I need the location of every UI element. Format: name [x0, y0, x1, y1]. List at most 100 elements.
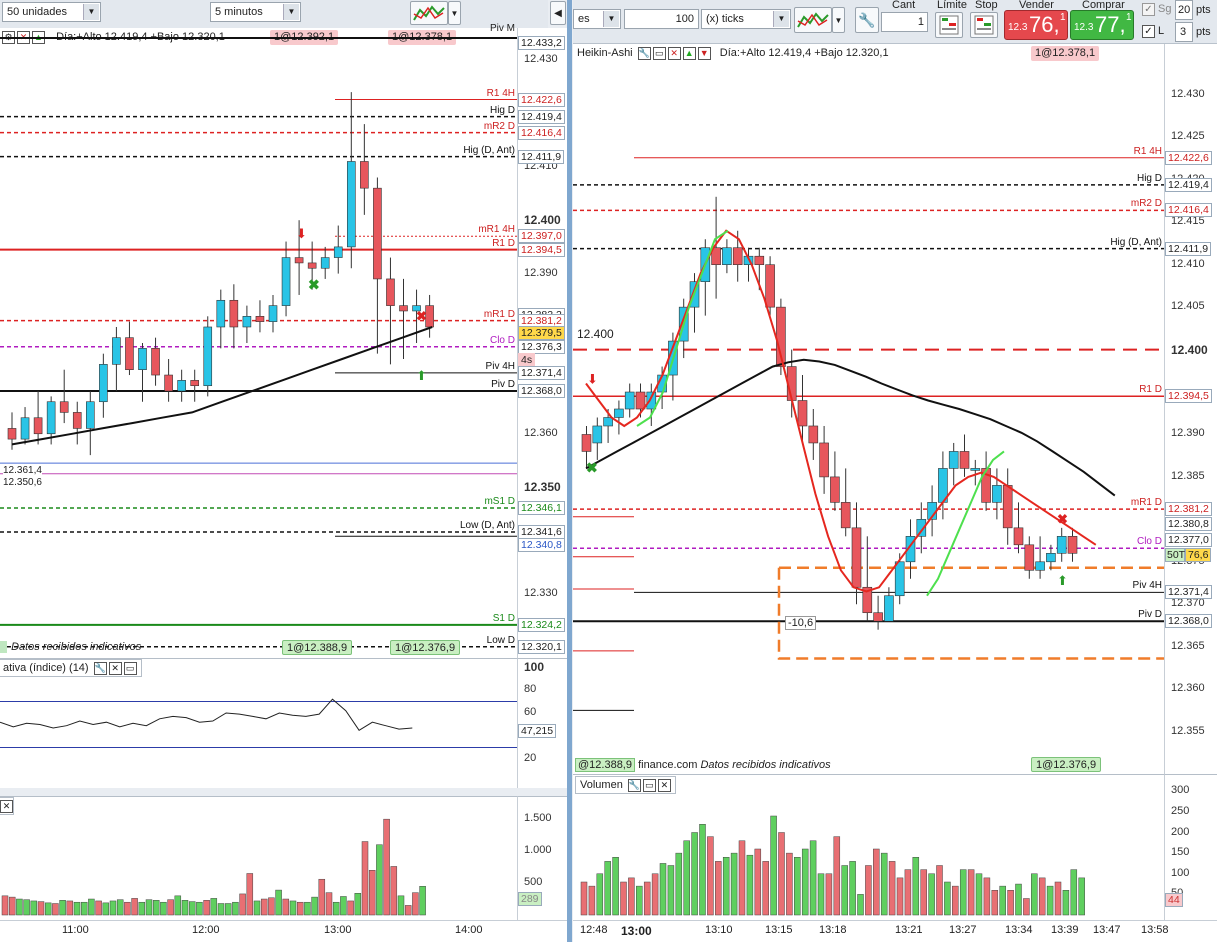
chart-style-button[interactable] — [410, 1, 448, 25]
quantity-select[interactable]: 50 unidades ▼ — [2, 2, 101, 22]
price-label: 12.376,3 — [518, 339, 565, 354]
left-price-chart[interactable]: ⬇ ✖ ✖ ⬆ — [0, 28, 517, 658]
volume-bar — [786, 852, 793, 916]
chart-style-button-right[interactable] — [794, 7, 832, 33]
timeframe-select[interactable]: 5 minutos ▼ — [210, 2, 301, 22]
right-volume-pane[interactable] — [573, 774, 1164, 920]
left-time-axis[interactable]: 11:00 12:00 13:00 14:00 — [0, 920, 567, 942]
left-order-pill-c[interactable]: 1@12.388,9 — [282, 640, 353, 655]
ticks-input[interactable]: 100 — [624, 9, 699, 29]
close-icon[interactable]: ✕ — [108, 661, 122, 675]
volume-bar — [404, 905, 412, 916]
wrench-button[interactable]: 🔧 — [855, 7, 879, 33]
ha-candle — [819, 442, 829, 478]
ticks-select[interactable]: (x) ticks ▼ — [701, 9, 791, 29]
price-label: 12.397,0 — [518, 229, 565, 244]
volume-bar — [196, 901, 203, 916]
wrench-icon[interactable]: 🔧 — [93, 661, 107, 675]
volume-bar — [620, 881, 627, 916]
price-label: 12.379,5 — [518, 326, 565, 341]
sg-label: Sg — [1158, 3, 1172, 15]
buy-price-frac: 1 — [1126, 12, 1132, 23]
partial-select[interactable]: es ▼ — [573, 9, 621, 29]
maximize-icon[interactable]: ▭ — [642, 778, 656, 792]
volume-bar — [419, 886, 426, 916]
level-label: Hig D — [1136, 172, 1162, 184]
right-chart-canvas[interactable]: ⬇ ✖ ✖ ⬆ — [573, 44, 1164, 774]
price-label: 12.416,4 — [1165, 203, 1212, 218]
candle — [229, 299, 239, 328]
volume-bar — [217, 903, 225, 916]
price-label: 12.419,4 — [518, 109, 565, 124]
price-label: 12.368,0 — [518, 384, 565, 399]
chart-style-dropdown-right[interactable]: ▼ — [832, 7, 845, 33]
price-tick: 12.355 — [1171, 724, 1205, 737]
price-label: 12.340,8 — [518, 537, 565, 552]
arrow-down-icon[interactable]: ▼ — [697, 46, 711, 60]
left-order-pill-d[interactable]: 1@12.376,9 — [390, 640, 461, 655]
volume-bar — [1070, 869, 1078, 916]
volume-bar — [376, 844, 383, 916]
stop-order-button[interactable] — [970, 12, 998, 38]
volume-bar — [66, 900, 74, 916]
arrow-up-icon[interactable]: ▲ — [682, 46, 696, 60]
left-rsi-pane[interactable] — [0, 658, 517, 788]
volume-bar — [904, 869, 912, 916]
volume-bar — [746, 854, 754, 916]
sg-checkbox[interactable]: ✓ — [1142, 3, 1155, 16]
chevron-down-icon: ▼ — [603, 11, 619, 27]
candle — [360, 161, 369, 189]
maximize-icon[interactable]: ▭ — [123, 661, 137, 675]
maximize-icon[interactable]: ▭ — [652, 46, 666, 60]
right-price-axis[interactable]: 12.43012.42512.42012.41512.41012.40512.4… — [1164, 44, 1217, 774]
volume-bar — [841, 865, 848, 916]
price-label: 50T — [1165, 548, 1186, 562]
ha-candle — [1024, 544, 1035, 571]
stop-order-icon — [974, 15, 994, 35]
volume-bar — [368, 870, 376, 916]
level-label: mR1 D — [483, 308, 515, 320]
price-label: 12.371,4 — [1165, 585, 1212, 600]
level-label: mR1 D — [1130, 497, 1162, 509]
wrench-icon[interactable]: 🔧 — [627, 778, 641, 792]
volume-bar — [174, 895, 182, 916]
volume-bar — [730, 852, 738, 916]
sell-label: Vender — [1019, 0, 1054, 11]
cant-input[interactable]: 1 — [881, 12, 928, 32]
close-icon[interactable]: ✕ — [667, 46, 681, 60]
buy-price-big: 77, — [1095, 12, 1126, 37]
limit-order-button[interactable] — [935, 12, 963, 38]
volume-bar — [604, 861, 611, 916]
buy-button[interactable]: 12.3 77, 1 — [1070, 10, 1134, 40]
left-volume-pane[interactable] — [0, 796, 517, 920]
ha-candle — [1013, 527, 1024, 546]
volume-bar — [612, 857, 619, 916]
ha-candle — [884, 595, 894, 622]
close-icon[interactable]: ✕ — [657, 778, 671, 792]
pane-splitter[interactable] — [567, 0, 572, 942]
left-chart-canvas[interactable]: ⬇ ✖ ✖ ⬆ — [0, 28, 517, 658]
right-price-chart[interactable]: ⬇ ✖ ✖ ⬆ — [573, 44, 1164, 774]
left-price-axis[interactable]: 12.430 12.410 12.400 12.390 12.360 12.350 12.3… — [517, 28, 567, 658]
scroll-left-icon[interactable]: ◀ — [550, 1, 566, 25]
l-checkbox[interactable]: ✓ — [1142, 25, 1155, 38]
right-time-axis[interactable]: 12:48 13:00 13:10 13:15 13:18 13:21 13:27 13:34… — [573, 920, 1217, 942]
volume-bar — [833, 836, 841, 916]
right-order-pill-b[interactable]: 1@12.376,9 — [1031, 757, 1102, 772]
right-order-pill-a[interactable]: 1@12.378,1 — [1031, 46, 1100, 61]
pts1-input[interactable]: 20 — [1175, 0, 1193, 20]
price-tick: 12.400 — [1171, 342, 1208, 357]
pts2-input[interactable]: 3 — [1175, 22, 1193, 42]
ha-candle — [581, 434, 592, 452]
volume-bar — [865, 865, 872, 916]
volume-bar — [928, 873, 935, 916]
close-icon[interactable]: ✕ — [0, 799, 13, 813]
signal-line — [926, 450, 1005, 597]
candle — [320, 257, 330, 269]
volume-tick: 150 — [1171, 846, 1190, 859]
chart-style-dropdown[interactable]: ▼ — [448, 1, 461, 25]
wrench-icon[interactable]: 🔧 — [637, 46, 651, 60]
sell-button[interactable]: 12.3 76, 1 — [1004, 10, 1068, 40]
volume-tick: 100 — [1171, 866, 1190, 879]
price-label: 12.394,5 — [518, 242, 565, 257]
